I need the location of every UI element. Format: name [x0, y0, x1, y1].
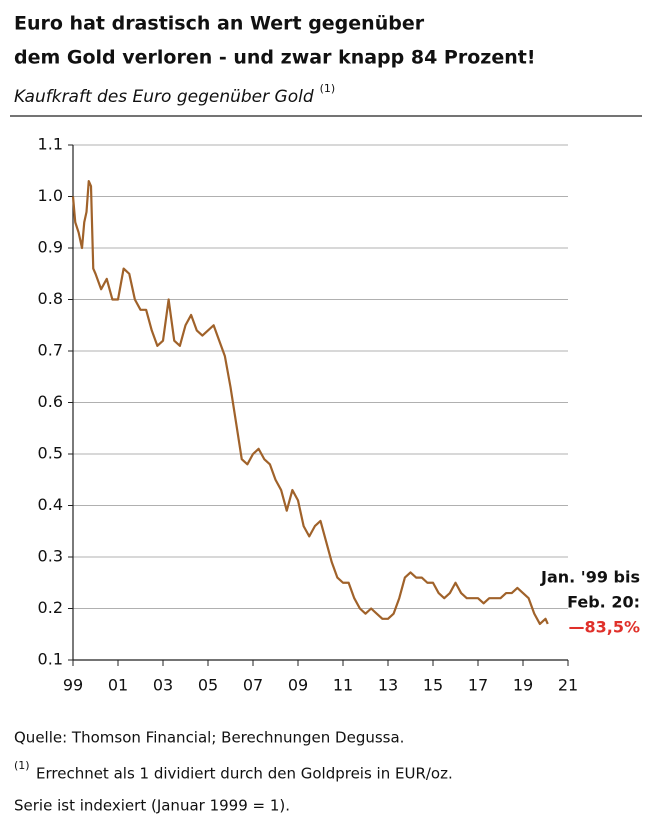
x-tick-label: 15 — [423, 676, 443, 695]
y-tick-label: 0.5 — [38, 444, 63, 463]
footnote: Errechnet als 1 dividiert durch den Gold… — [36, 765, 453, 783]
y-tick-label: 0.6 — [38, 392, 63, 411]
x-tick-label: 13 — [378, 676, 398, 695]
x-tick-label: 17 — [468, 676, 488, 695]
y-tick-label: 0.4 — [38, 495, 63, 514]
chart-title: dem Gold verloren - und zwar knapp 84 Pr… — [14, 47, 536, 69]
chart-title: Euro hat drastisch an Wert gegenüber — [14, 13, 425, 35]
y-tick-label: 0.3 — [38, 547, 63, 566]
x-tick-label: 01 — [108, 676, 128, 695]
x-tick-label: 21 — [558, 676, 578, 695]
x-tick-label: 07 — [243, 676, 263, 695]
annotation: Jan. '99 bis — [540, 568, 640, 587]
x-tick-label: 99 — [63, 676, 83, 695]
y-tick-label: 1.1 — [38, 135, 63, 154]
subtitle-note: (1) — [320, 82, 336, 95]
y-tick-label: 0.9 — [38, 238, 63, 257]
source: Quelle: Thomson Financial; Berechnungen … — [14, 729, 404, 747]
data-line — [71, 179, 549, 626]
x-tick-label: 19 — [513, 676, 533, 695]
x-tick-label: 11 — [333, 676, 353, 695]
y-tick-label: 0.1 — [38, 650, 63, 669]
annotation: —83,5% — [568, 618, 640, 637]
footnote: Serie ist indexiert (Januar 1999 = 1). — [14, 797, 290, 815]
x-tick-label: 03 — [153, 676, 173, 695]
y-tick-label: 0.2 — [38, 598, 63, 617]
footnote-mark: (1) — [14, 759, 30, 772]
y-tick-label: 0.8 — [38, 289, 63, 308]
y-tick-label: 1.0 — [38, 186, 63, 205]
x-tick-label: 09 — [288, 676, 308, 695]
x-tick-label: 05 — [198, 676, 218, 695]
subtitle: Kaufkraft des Euro gegenüber Gold — [14, 87, 314, 107]
annotation: Feb. 20: — [567, 593, 640, 612]
y-tick-label: 0.7 — [38, 341, 63, 360]
